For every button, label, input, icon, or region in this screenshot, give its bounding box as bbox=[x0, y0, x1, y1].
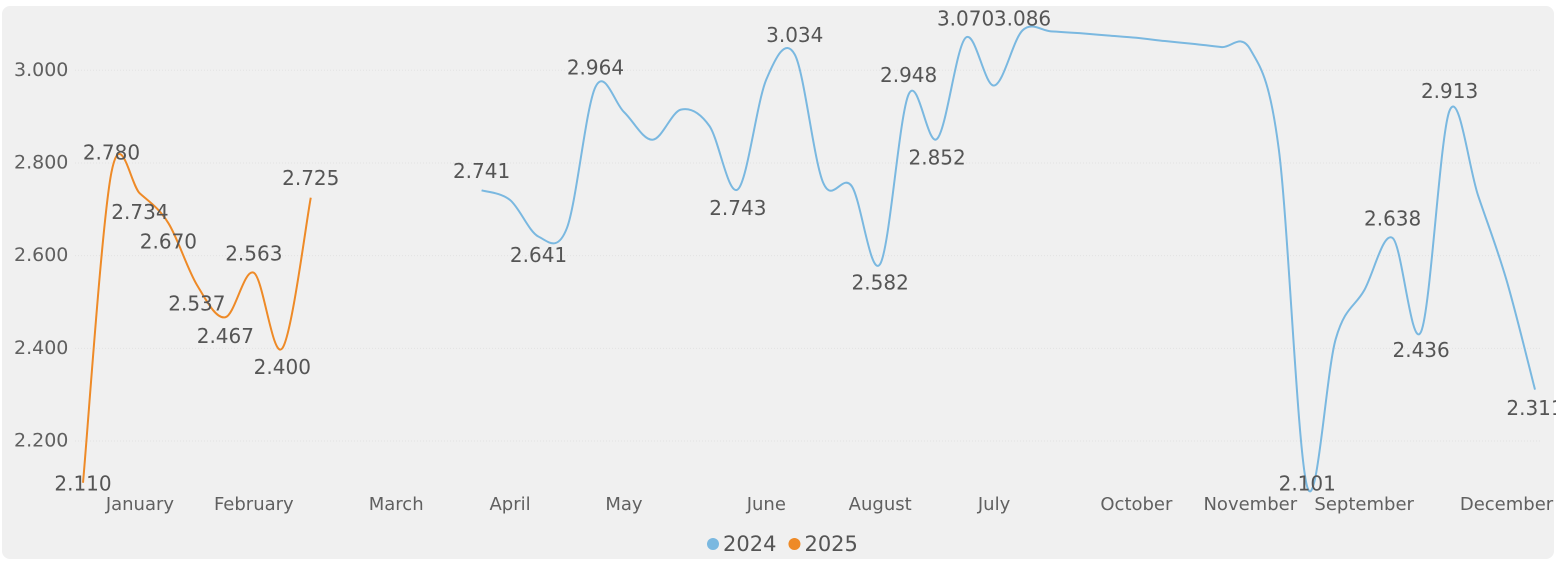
data-label: 2.563 bbox=[225, 241, 282, 265]
data-label: 2.101 bbox=[1279, 472, 1336, 496]
legend-label: 2025 bbox=[804, 532, 857, 556]
x-tick-label: May bbox=[605, 494, 643, 515]
series-line bbox=[481, 25, 1536, 492]
series-line bbox=[82, 153, 312, 483]
data-label: 2.641 bbox=[510, 243, 567, 267]
x-tick-label: January bbox=[105, 494, 175, 515]
legend-swatch bbox=[707, 538, 719, 550]
data-label: 2.852 bbox=[908, 145, 965, 169]
x-tick-label: September bbox=[1314, 494, 1414, 515]
legend-swatch bbox=[788, 538, 801, 550]
data-label: 2.913 bbox=[1421, 79, 1478, 103]
x-tick-label: April bbox=[489, 494, 530, 515]
data-label: 2.400 bbox=[254, 355, 311, 379]
data-label: 2.311 bbox=[1506, 396, 1556, 420]
x-tick-label: July bbox=[977, 494, 1011, 515]
data-label: 2.436 bbox=[1392, 338, 1449, 362]
y-tick-label: 2.800 bbox=[14, 151, 68, 173]
data-label: 2.638 bbox=[1364, 207, 1421, 231]
data-label: 2.780 bbox=[83, 141, 140, 165]
x-tick-label: August bbox=[849, 494, 912, 515]
chart-card bbox=[2, 6, 1554, 559]
data-label: 2.582 bbox=[852, 270, 909, 294]
data-label: 2.964 bbox=[567, 55, 624, 79]
data-label: 3.086 bbox=[994, 7, 1051, 31]
data-label: 2.948 bbox=[880, 63, 937, 87]
data-label: 2.725 bbox=[282, 166, 339, 190]
x-tick-label: October bbox=[1100, 494, 1173, 515]
data-label: 2.110 bbox=[54, 472, 111, 496]
y-tick-label: 3.000 bbox=[14, 59, 68, 81]
x-tick-label: December bbox=[1460, 494, 1554, 515]
data-label: 2.537 bbox=[168, 291, 225, 315]
y-tick-label: 2.200 bbox=[14, 430, 68, 452]
x-tick-label: March bbox=[369, 494, 424, 515]
x-tick-label: June bbox=[746, 494, 786, 515]
y-tick-label: 2.400 bbox=[14, 337, 68, 359]
data-label: 2.734 bbox=[111, 200, 168, 224]
data-label: 3.034 bbox=[766, 23, 823, 47]
data-label: 3.070 bbox=[937, 7, 994, 31]
data-label: 2.467 bbox=[197, 324, 254, 348]
data-label: 2.670 bbox=[140, 230, 197, 254]
x-tick-label: November bbox=[1203, 494, 1297, 515]
y-tick-label: 2.600 bbox=[14, 244, 68, 266]
data-label: 2.741 bbox=[453, 159, 510, 183]
x-tick-label: February bbox=[214, 494, 294, 515]
legend-label: 2024 bbox=[723, 532, 776, 556]
data-label: 2.743 bbox=[709, 196, 766, 220]
